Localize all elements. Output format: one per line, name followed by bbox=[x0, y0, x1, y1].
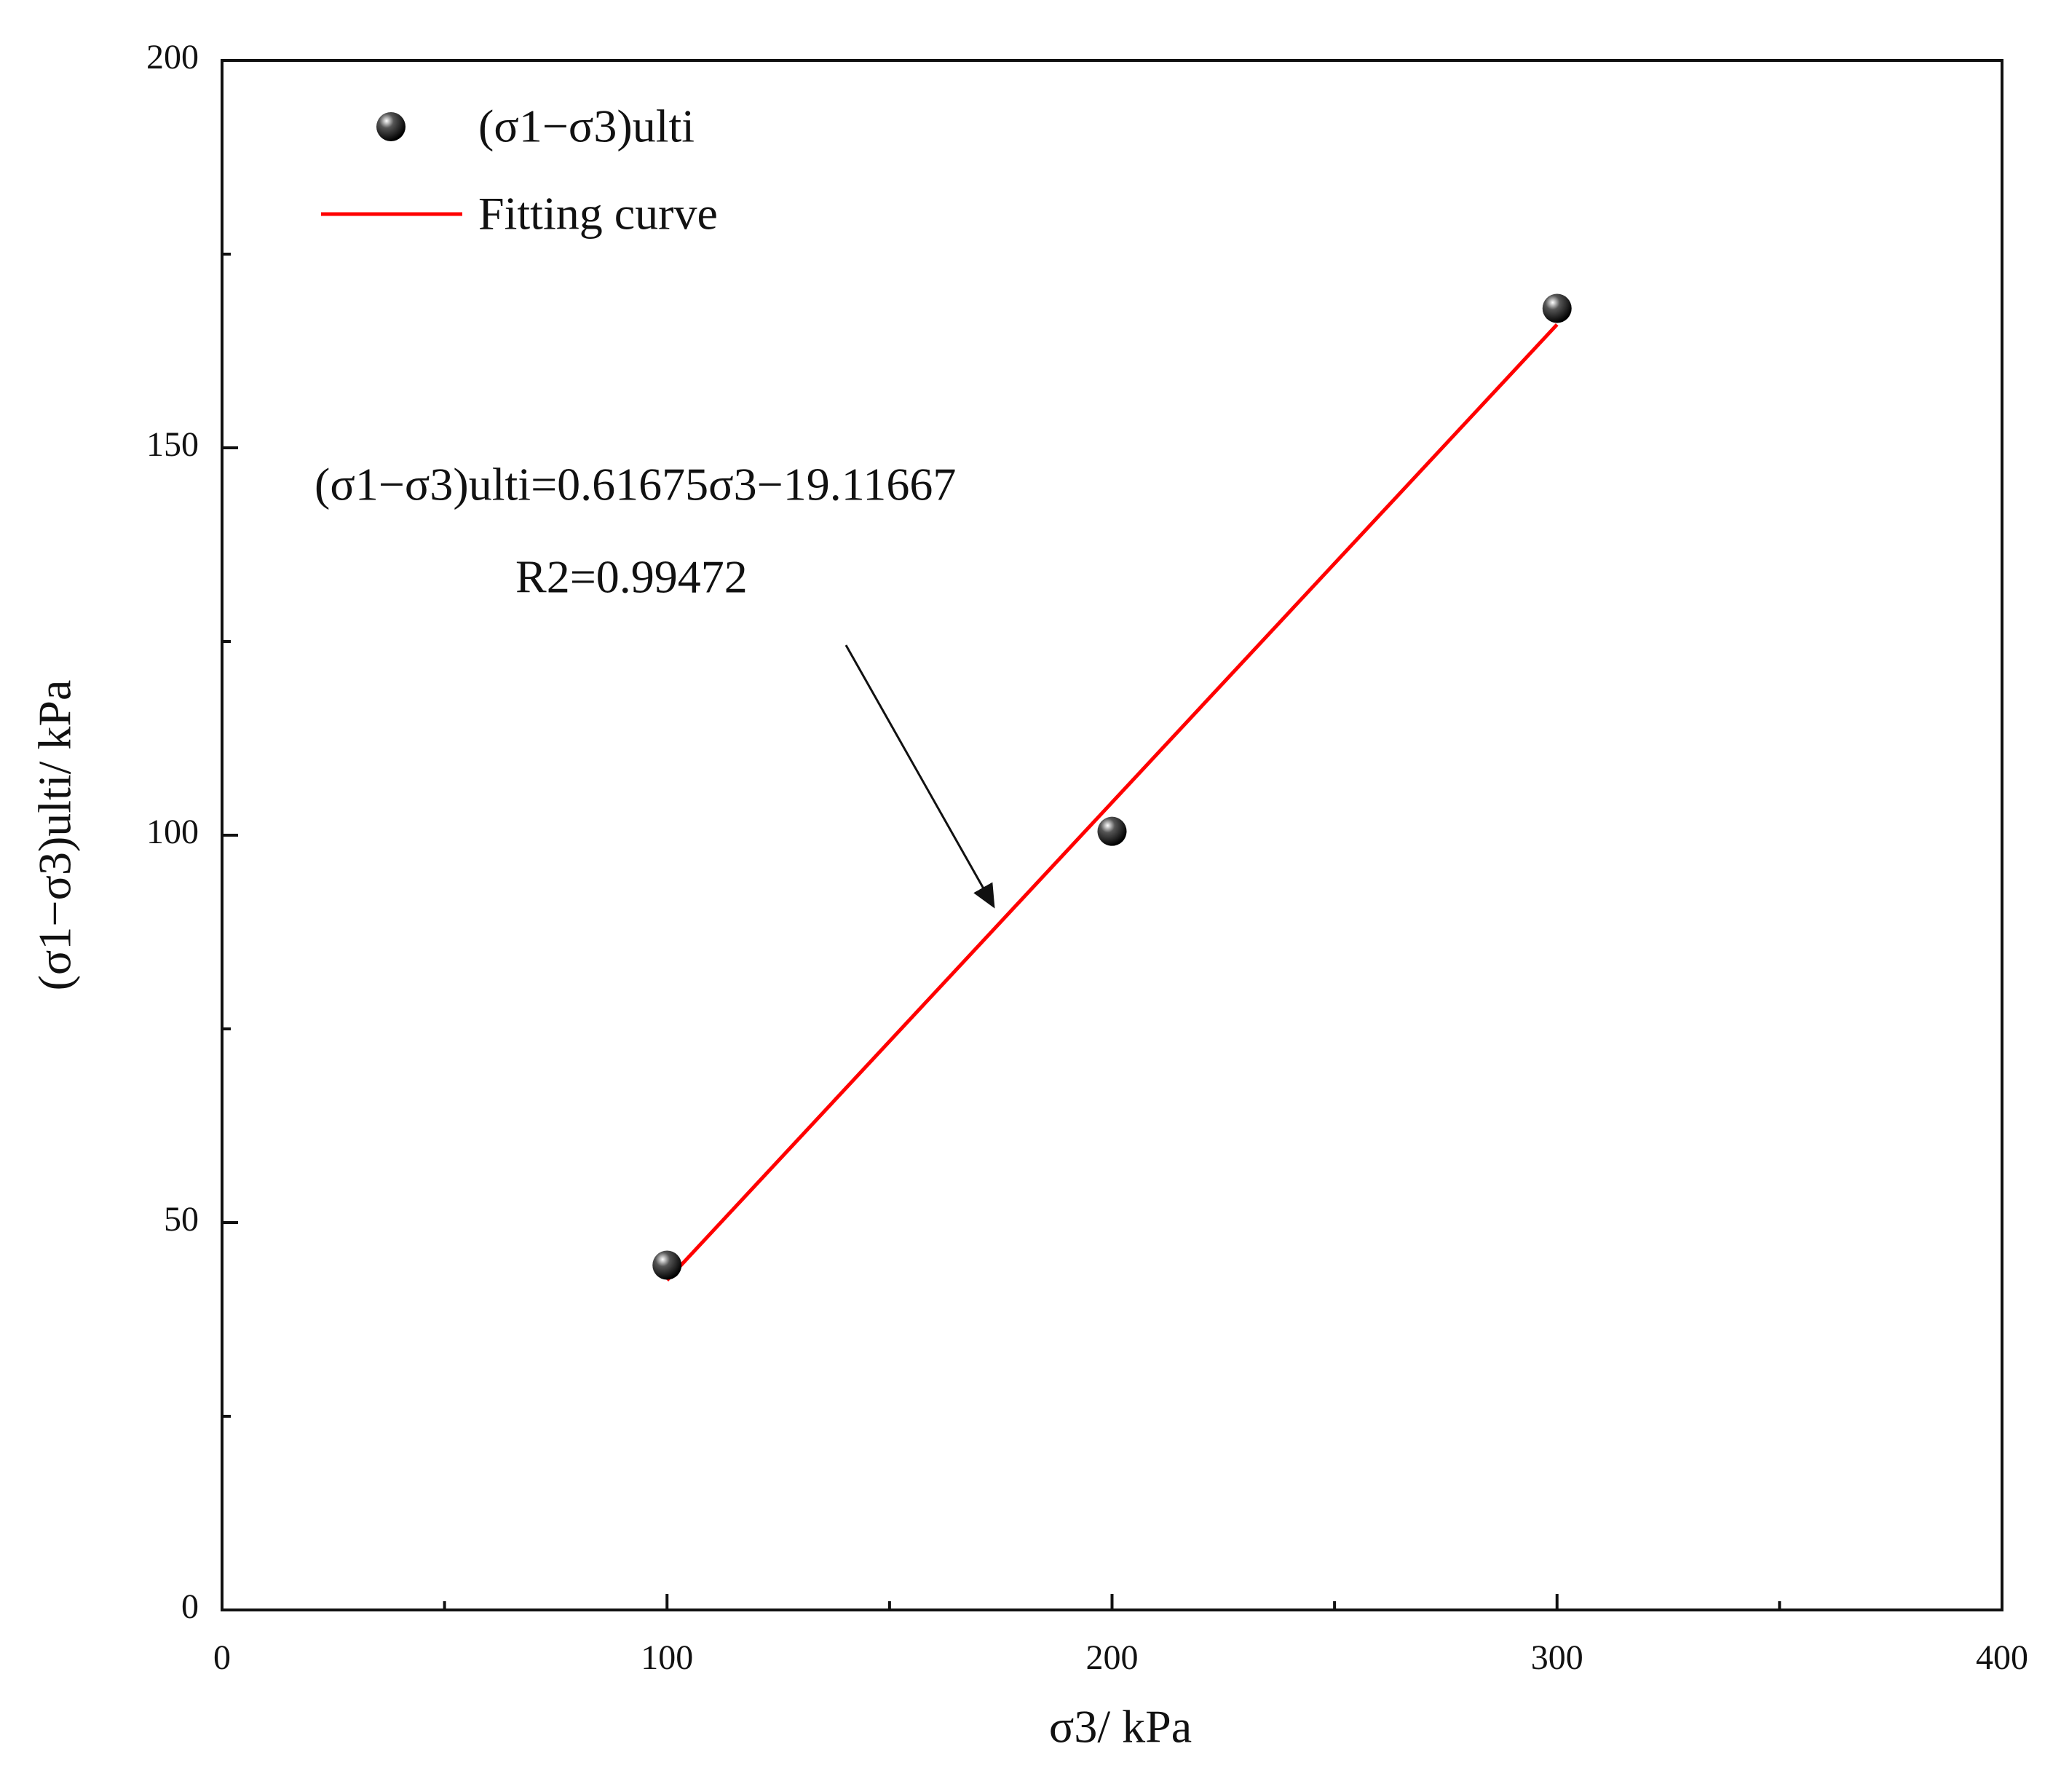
legend-marker bbox=[376, 112, 406, 141]
x-tick-label: 100 bbox=[641, 1638, 693, 1677]
y-tick-label: 0 bbox=[181, 1587, 199, 1626]
y-axis-label: (σ1−σ3)ulti/ kPa bbox=[29, 680, 81, 991]
x-tick-label: 0 bbox=[213, 1638, 231, 1677]
point bbox=[1542, 293, 1572, 323]
y-tick-label: 100 bbox=[146, 813, 199, 851]
y-tick-label: 150 bbox=[146, 425, 199, 464]
point bbox=[652, 1250, 682, 1280]
legend-label: Fitting curve bbox=[478, 188, 718, 240]
legend-label: (σ1−σ3)ulti bbox=[478, 100, 695, 152]
point bbox=[1097, 816, 1127, 846]
x-tick-label: 300 bbox=[1531, 1638, 1583, 1677]
annotation: R2=0.99472 bbox=[515, 551, 748, 603]
y-tick-label: 200 bbox=[146, 38, 199, 76]
x-tick-label: 200 bbox=[1086, 1638, 1139, 1677]
annotation-arrow bbox=[844, 644, 995, 909]
x-tick-label: 400 bbox=[1976, 1638, 2028, 1677]
y-tick-label: 50 bbox=[164, 1200, 199, 1239]
x-axis-label: σ3/ kPa bbox=[1049, 1701, 1192, 1753]
annotation: (σ1−σ3)ulti=0.61675σ3−19.11667 bbox=[315, 459, 956, 510]
fit-line bbox=[665, 323, 1559, 1282]
